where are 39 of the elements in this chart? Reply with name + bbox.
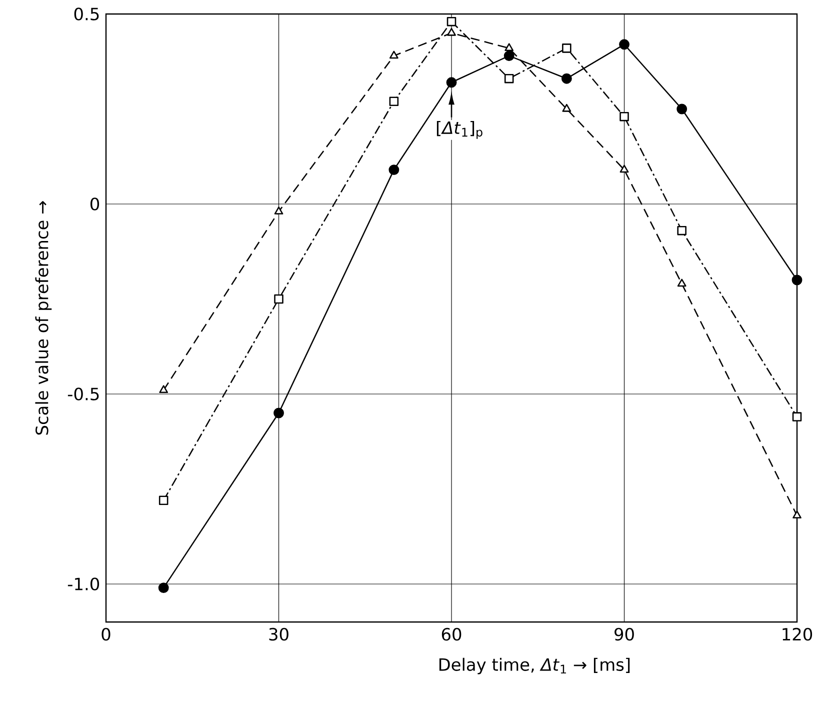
x-tick-label: 120 bbox=[782, 628, 812, 641]
x-tick-label: 60 bbox=[442, 628, 462, 641]
point bbox=[158, 496, 168, 506]
y-tick-label: 0 bbox=[90, 198, 100, 210]
point bbox=[620, 112, 629, 122]
point bbox=[159, 385, 168, 394]
x-tick-label: 0 bbox=[102, 628, 110, 641]
point bbox=[620, 164, 629, 173]
point bbox=[792, 412, 802, 422]
point bbox=[561, 73, 572, 84]
point bbox=[677, 226, 686, 236]
point bbox=[274, 206, 284, 214]
x-tick-label: 90 bbox=[614, 628, 634, 641]
point bbox=[274, 408, 284, 418]
point bbox=[504, 74, 514, 84]
point bbox=[447, 28, 456, 36]
point bbox=[619, 39, 630, 50]
point bbox=[562, 104, 572, 112]
x-axis-title: Delay time, Δt$_{1}$ → [ms] bbox=[439, 658, 630, 674]
point bbox=[274, 294, 284, 304]
point bbox=[504, 50, 514, 62]
annotation: [Δt$_{1}$]$_{p}$ bbox=[436, 120, 482, 139]
point bbox=[792, 510, 802, 518]
point bbox=[677, 278, 686, 287]
point bbox=[504, 43, 514, 52]
point bbox=[562, 44, 572, 53]
y-tick-label: 0.5 bbox=[74, 8, 99, 20]
point bbox=[389, 50, 398, 59]
x-tick-label: 30 bbox=[269, 628, 288, 641]
point bbox=[389, 96, 399, 106]
point bbox=[676, 104, 688, 114]
y-tick-label: -1.0 bbox=[68, 578, 100, 590]
point bbox=[446, 16, 456, 26]
point bbox=[158, 582, 169, 594]
point bbox=[446, 77, 457, 88]
point bbox=[792, 274, 802, 286]
y-tick-label: -0.5 bbox=[68, 388, 99, 400]
y-axis-title: Scale value of preference → bbox=[35, 201, 52, 435]
point bbox=[388, 164, 400, 176]
